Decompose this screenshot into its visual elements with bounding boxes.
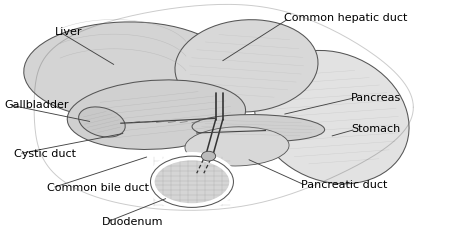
Ellipse shape <box>67 80 246 150</box>
Ellipse shape <box>192 115 325 142</box>
Text: Pancreas: Pancreas <box>351 93 401 102</box>
Text: Liver: Liver <box>55 27 82 37</box>
Text: Cystic duct: Cystic duct <box>14 149 76 159</box>
Text: Duodenum: Duodenum <box>102 217 164 227</box>
Ellipse shape <box>175 20 318 112</box>
Ellipse shape <box>151 156 233 207</box>
Ellipse shape <box>24 22 232 120</box>
Ellipse shape <box>255 51 409 184</box>
Text: Stomach: Stomach <box>351 124 400 134</box>
Text: Pancreatic duct: Pancreatic duct <box>301 181 387 190</box>
Text: Common bile duct: Common bile duct <box>47 183 149 193</box>
Text: Common hepatic duct: Common hepatic duct <box>284 13 408 23</box>
Text: Gallbladder: Gallbladder <box>5 100 69 110</box>
Ellipse shape <box>185 127 289 166</box>
Ellipse shape <box>79 107 125 137</box>
Ellipse shape <box>201 151 216 161</box>
